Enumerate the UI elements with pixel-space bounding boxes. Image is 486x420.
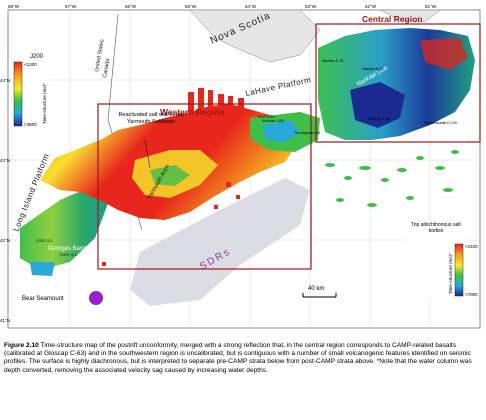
well-label: Gloscap C-63	[368, 117, 389, 121]
canada-label: Canada	[102, 57, 111, 78]
legend-j200-ramp	[13, 61, 23, 127]
well-label: COST G-1	[60, 253, 77, 257]
western-region-label: Western Region	[160, 107, 225, 117]
well-label: Montagnais I-94	[295, 131, 320, 135]
time-structure-map: 68°W 67°W 66°W 65°W 64°W 63°W 62°W 61°W …	[0, 4, 481, 329]
scale-label: 40 km	[308, 286, 324, 292]
yarmouth-arch-core	[150, 165, 190, 186]
figure-number: Figure 2.10	[4, 342, 39, 349]
figure-caption: Figure 2.10 Time-structure map of the po…	[4, 342, 482, 375]
lon-tick: 64°W	[245, 4, 257, 9]
central-shelf-high	[420, 38, 468, 70]
united-states-label: United States	[94, 39, 106, 73]
bear-seamount-label: Bear Seamount	[22, 296, 64, 302]
georges-bank-surface	[20, 185, 110, 270]
nova-scotia-land	[189, 9, 321, 63]
scale-bar	[302, 293, 337, 298]
legend-salt-title-box: Top allochthonous salt bodies	[411, 222, 461, 234]
salt-wall-leader	[144, 139, 151, 169]
well-label: Mohican I-100	[262, 119, 284, 123]
central-region-label: Central Region	[362, 14, 422, 24]
lat-tick: 43°N	[0, 158, 10, 163]
lon-tick: 67°W	[65, 4, 77, 9]
central-region-box	[315, 23, 481, 143]
lon-tick: 65°W	[185, 4, 197, 9]
lon-tick: 63°W	[305, 4, 317, 9]
bear-seamount-marker	[89, 291, 103, 305]
legend-j200-max: >3800	[24, 122, 37, 127]
red-features	[102, 182, 240, 266]
legend-j200	[12, 52, 50, 130]
georges-bank-label: Georges Bank	[48, 246, 87, 252]
mohican-graben	[262, 120, 300, 142]
georges-basin-low	[30, 262, 55, 276]
figure-caption-text: Time-structure map of the postrift uncon…	[4, 342, 472, 374]
mohican-label: Mohican	[258, 114, 276, 119]
lat-tick: 42°N	[0, 238, 10, 243]
lon-tick: 68°W	[8, 4, 20, 9]
legend-j200-title: J200	[30, 54, 44, 60]
lon-tick: 66°W	[125, 4, 137, 9]
naskapi-low-deep	[350, 82, 405, 128]
cape-breton-land	[379, 9, 441, 23]
legend-salt-ramp	[454, 243, 464, 297]
legend-j200-min: <1200	[24, 62, 37, 67]
legend-salt-label: Time-structure (ms)*	[448, 253, 453, 294]
well-label: Sachem D-76	[322, 59, 343, 63]
lon-tick: 62°W	[365, 4, 377, 9]
well-label: Shubenacadie H-100	[424, 121, 457, 125]
salt-wall-note: Reactivated salt wall in the Yarmouth Su…	[118, 112, 184, 125]
legend-salt-title: Top allochthonous salt bodies	[411, 222, 461, 234]
legend-salt-min: <2400	[465, 244, 478, 249]
legend-j200-label: Time-structure (ms)*	[42, 83, 47, 124]
salt-wall-callout: Reactivated salt wall in the Yarmouth Su…	[118, 112, 184, 125]
volcanogenic-features	[325, 150, 459, 207]
lon-tick: 61°W	[425, 4, 437, 9]
western-region-box	[97, 103, 312, 270]
legend-salt-max: >7000	[465, 292, 478, 297]
well-label: Naskapi N-30	[362, 67, 383, 71]
sdr-zone	[130, 178, 310, 306]
lat-tick: 41°N	[0, 318, 10, 323]
legend-salt	[405, 222, 469, 298]
well-label: COST G-2	[36, 239, 53, 243]
lat-tick: 44°N	[0, 78, 10, 83]
